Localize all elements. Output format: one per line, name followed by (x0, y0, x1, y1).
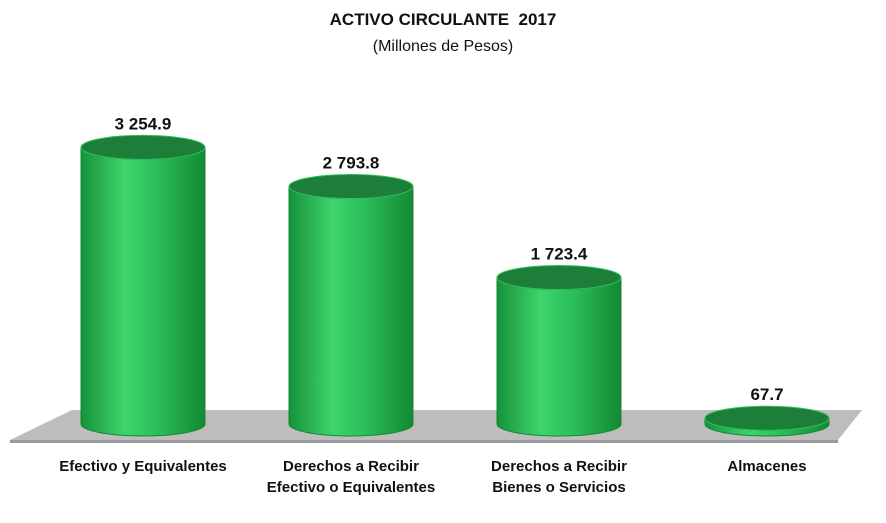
value-label: 3 254.9 (115, 114, 172, 133)
value-label: 2 793.8 (323, 154, 380, 173)
value-label: 67.7 (750, 385, 783, 404)
floor (10, 410, 862, 440)
x-tick-label: Derechos a Recibir Efectivo o Equivalent… (266, 458, 436, 496)
value-label: 1 723.4 (531, 245, 588, 264)
x-tick-label: Derechos a Recibir Bienes o Servicios (491, 458, 627, 496)
chart-subtitle: (Millones de Pesos) (372, 38, 514, 55)
bar (80, 147, 206, 437)
x-tick-label: Almacenes (727, 458, 807, 475)
bar (288, 186, 414, 437)
bar-top (704, 405, 830, 431)
bar-top (80, 134, 206, 160)
bar-top (288, 174, 414, 200)
floor-edge (10, 440, 838, 443)
bar-top (496, 265, 622, 291)
chart-title: ACTIVO CIRCULANTE 2017 (329, 10, 557, 29)
bar (496, 277, 622, 437)
x-tick-label: Efectivo y Equivalentes (59, 458, 227, 475)
